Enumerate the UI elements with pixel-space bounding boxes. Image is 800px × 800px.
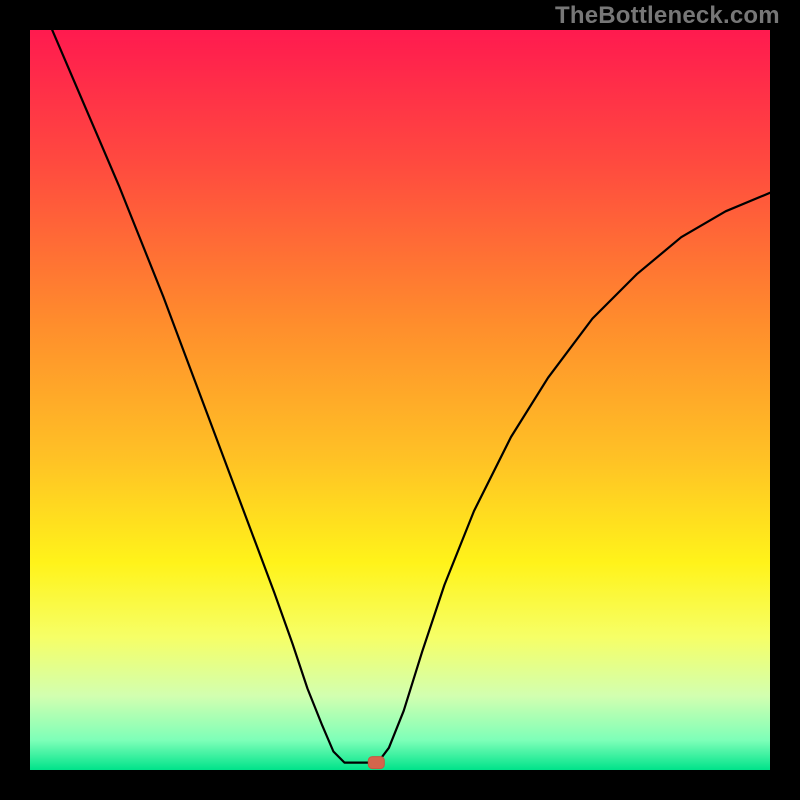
chart-plot-area	[30, 30, 770, 770]
chart-svg	[30, 30, 770, 770]
chart-background	[30, 30, 770, 770]
bottleneck-marker	[368, 757, 384, 769]
watermark-text: TheBottleneck.com	[555, 2, 780, 30]
